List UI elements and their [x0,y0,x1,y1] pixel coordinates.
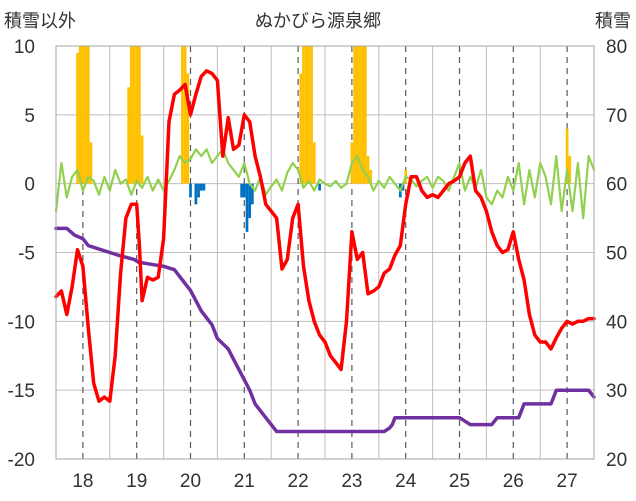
plot-border [55,45,595,460]
precip-bar [132,46,136,184]
precip-bar [251,183,254,205]
precip-bar [358,46,362,184]
y-tick-left: 5 [24,106,35,127]
precip-bar [310,46,313,184]
precip-bar [135,46,139,184]
precip-bar [318,183,321,191]
x-tick: 23 [341,471,362,492]
y-tick-right: 20 [606,450,627,471]
x-tick: 20 [180,471,201,492]
precip-bar [129,46,133,184]
precip-bar [240,183,243,198]
precip-bar [197,183,200,198]
plot-frame [55,45,595,460]
precip-bar [183,46,187,184]
y-tick-right: 30 [606,381,627,402]
y-tick-left: -20 [8,450,35,471]
precip-bar [89,142,93,184]
precip-bar [84,46,87,184]
precip-bar [307,46,311,184]
precip-bar [353,46,356,184]
x-tick: 21 [234,471,255,492]
precip-bar [355,46,359,184]
precip-bar [194,183,198,205]
x-tick: 25 [449,471,470,492]
precip-bar [202,183,206,191]
precip-bar [181,46,184,184]
precip-bar [364,46,367,184]
precip-bar [312,142,316,184]
y-tick-right: 40 [606,312,627,333]
precip-bar [81,46,85,184]
x-tick: 19 [126,471,147,492]
precip-bar [242,183,246,198]
precip-bar [302,46,305,184]
precip-bar [186,73,190,184]
series-lines [54,69,596,434]
precip-bar [127,87,130,184]
x-tick: 22 [288,471,309,492]
chart-title: ぬかびら源泉郷 [255,11,381,32]
precip-bar [369,169,373,184]
precip-bar [78,46,82,184]
precip-bar [86,46,90,184]
y-tick-left: 0 [24,175,35,196]
precip-bar [304,46,308,184]
y-tick-right: 50 [606,244,627,265]
precip-bar [361,46,365,184]
y-tick-right: 70 [606,106,627,127]
x-tick: 27 [557,471,578,492]
precip-bar [138,46,141,184]
precip-bar [140,135,144,184]
precip-bar [401,183,405,191]
y-tick-left: 10 [14,37,35,58]
wind-line [54,148,596,220]
left-axis-title: 積雪以外 [4,11,76,32]
precip-bar [565,128,569,184]
temperature-line [54,69,596,403]
x-tick: 26 [503,471,524,492]
precip-bar [366,156,370,184]
precip-bar [568,156,572,184]
x-tick: 18 [72,471,93,492]
y-tick-left: -15 [8,381,35,402]
precip-bar [199,183,203,191]
precip-bar [299,73,303,184]
precip-bar [248,183,252,219]
y-tick-left: -5 [18,244,35,265]
y-tick-right: 60 [606,175,627,196]
right-axis-title: 積雪 [595,11,631,32]
y-tick-right: 80 [606,37,627,58]
y-tick-left: -10 [8,312,35,333]
precip-bar [76,52,79,184]
precipitation-bars [76,46,572,232]
x-tick: 24 [395,471,417,492]
precip-bar [189,183,192,198]
precip-bar [245,183,249,232]
